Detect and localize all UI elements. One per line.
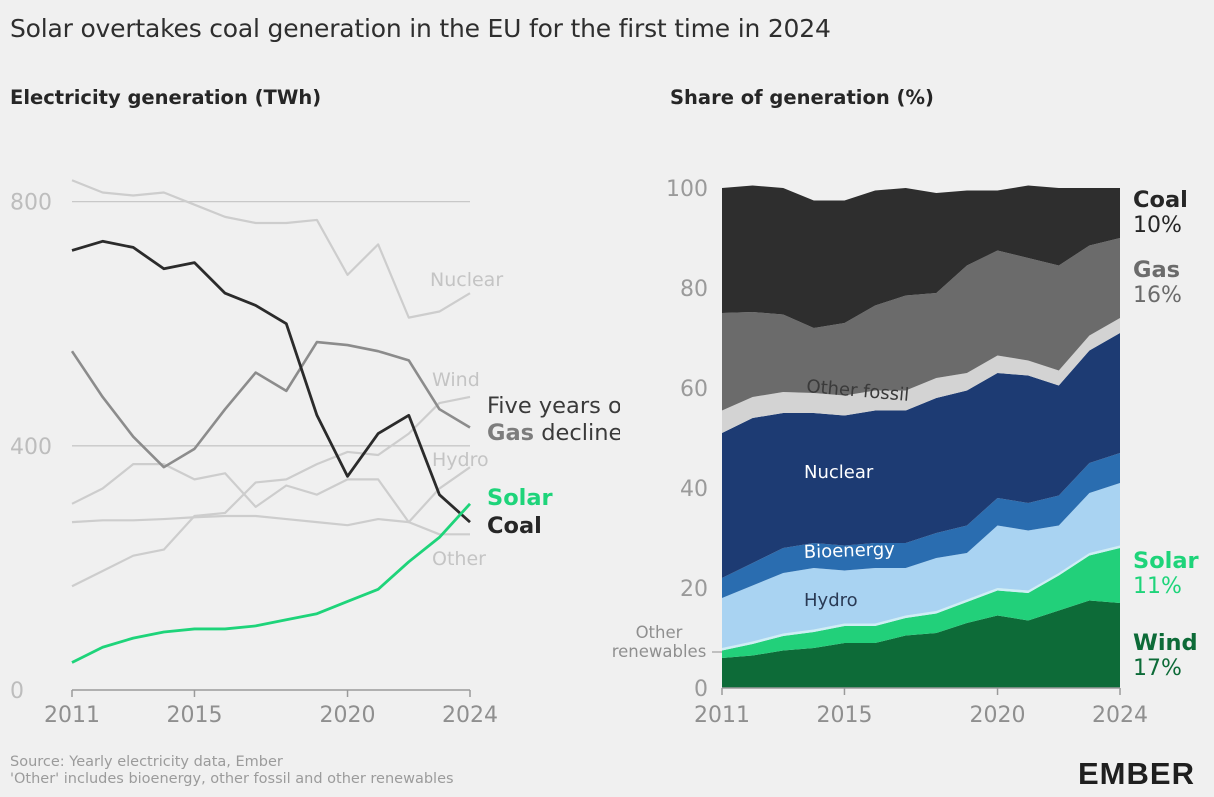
end-value-coal: 10% — [1133, 213, 1182, 238]
x-tick-label-2015: 2015 — [166, 703, 222, 728]
line-solar — [71, 502, 472, 664]
area-gas — [722, 238, 1120, 411]
gas-annotation-rest: decline — [534, 420, 620, 446]
line-other — [71, 514, 470, 536]
area-label-nuclear: Nuclear — [804, 462, 874, 483]
y-tick-label-400: 400 — [10, 435, 52, 460]
other-note: 'Other' includes bioenergy, other fossil… — [10, 771, 454, 787]
end-label-coal: Coal — [1133, 187, 1188, 213]
area-coal — [722, 185, 1120, 328]
y-tick-label-800: 800 — [10, 191, 52, 216]
line-wind — [71, 395, 471, 588]
line-coal — [71, 239, 471, 524]
area-bioenergy — [722, 453, 1120, 598]
share-y-tick-label-20: 20 — [680, 577, 708, 602]
end-label-gas: Gas — [1133, 257, 1180, 283]
share-x-tick-label-2015: 2015 — [816, 703, 872, 728]
share-y-tick-label-80: 80 — [680, 277, 708, 302]
area-wind — [722, 600, 1120, 688]
line-nuclear — [71, 179, 471, 319]
series-label-nuclear: Nuclear — [430, 269, 503, 291]
gas-annotation-bold: Gas — [487, 420, 534, 446]
area-hydro — [722, 483, 1120, 648]
series-label-hydro: Hydro — [432, 449, 489, 471]
area-other-fossil — [722, 318, 1120, 433]
share-x-tick-label-2020: 2020 — [970, 703, 1026, 728]
share-y-tick-label-60: 60 — [680, 377, 708, 402]
share-y-tick-label-0: 0 — [694, 677, 708, 702]
right-chart-title: Share of generation (%) — [670, 86, 934, 109]
area-label-bioenergy: Bioenergy — [803, 539, 895, 563]
x-tick-label-2011: 2011 — [44, 703, 100, 728]
share-x-tick-label-2011: 2011 — [694, 703, 750, 728]
area-label-hydro: Hydro — [804, 590, 858, 611]
end-label-solar: Solar — [1133, 548, 1200, 574]
area-solar — [722, 548, 1120, 658]
share-x-tick-label-2024: 2024 — [1092, 703, 1148, 728]
gas-annotation-line1: Five years of — [487, 393, 620, 419]
share-y-tick-label-100: 100 — [666, 177, 708, 202]
x-tick-label-2020: 2020 — [320, 703, 376, 728]
series-label-wind: Wind — [432, 369, 480, 391]
series-label-other: Other — [432, 548, 486, 570]
ember-logo: EMBER — [1078, 756, 1195, 791]
main-title: Solar overtakes coal generation in the E… — [10, 14, 831, 43]
x-tick-label-2024: 2024 — [442, 703, 498, 728]
source-note: Source: Yearly electricity data, Ember — [10, 754, 283, 770]
end-label-solar: Solar — [487, 485, 554, 511]
share-y-tick-label-40: 40 — [680, 477, 708, 502]
generation-line-chart: 0 400 800 2011 2015 2020 2024 Nuclear Wind Hydro O… — [10, 179, 620, 728]
end-value-wind: 17% — [1133, 656, 1182, 681]
end-value-solar: 11% — [1133, 574, 1182, 599]
y-tick-label-0: 0 — [10, 679, 24, 704]
left-chart-title: Electricity generation (TWh) — [10, 86, 322, 109]
side-label-other-line2: renewables — [612, 642, 707, 661]
end-value-gas: 16% — [1133, 283, 1182, 308]
area-nuclear — [722, 333, 1120, 578]
line-hydro — [71, 463, 471, 524]
gas-annotation-line2: Gas decline — [487, 420, 620, 446]
end-label-wind: Wind — [1133, 630, 1198, 656]
end-label-coal: Coal — [487, 513, 542, 539]
side-label-other-line1: Other — [636, 623, 683, 642]
line-gas — [70, 340, 471, 469]
area-other-renewables — [722, 545, 1120, 651]
